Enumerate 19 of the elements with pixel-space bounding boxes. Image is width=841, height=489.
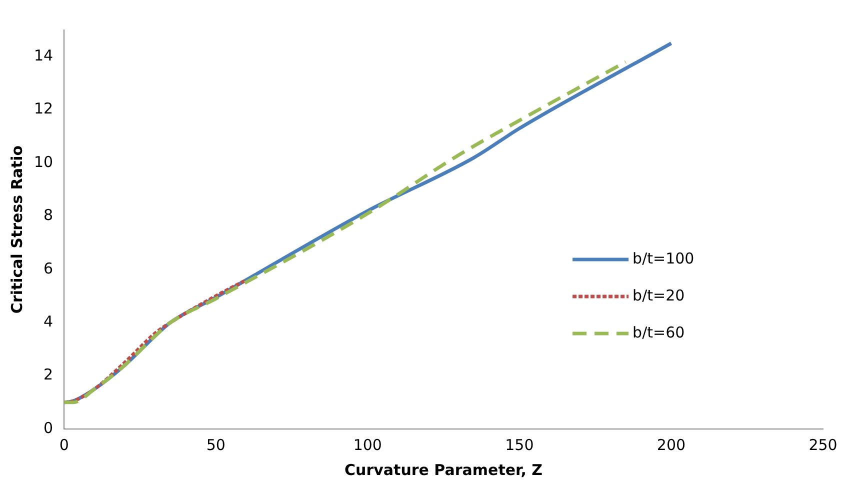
legend-label: b/t=60 <box>632 323 685 342</box>
y-tick-label: 14 <box>34 46 54 64</box>
y-tick-label: 0 <box>44 418 54 437</box>
x-tick-label: 0 <box>59 436 69 454</box>
y-tick-label: 6 <box>44 259 54 278</box>
y-tick-label: 12 <box>34 100 54 118</box>
y-tick-label: 10 <box>34 152 54 171</box>
x-tick-label: 250 <box>808 436 838 454</box>
legend-label: b/t=20 <box>632 286 685 304</box>
y-tick-label: 2 <box>44 366 54 384</box>
x-tick-label: 150 <box>505 436 534 454</box>
y-tick-label: 8 <box>44 206 54 224</box>
x-tick-label: 50 <box>206 436 226 454</box>
y-tick-label: 4 <box>44 312 54 330</box>
x-tick-label: 200 <box>656 436 686 454</box>
x-axis-title: Curvature Parameter, Z <box>344 460 543 479</box>
legend-label: b/t=100 <box>632 249 694 268</box>
y-axis-title: Critical Stress Ratio <box>8 145 26 314</box>
x-tick-label: 100 <box>353 436 382 454</box>
